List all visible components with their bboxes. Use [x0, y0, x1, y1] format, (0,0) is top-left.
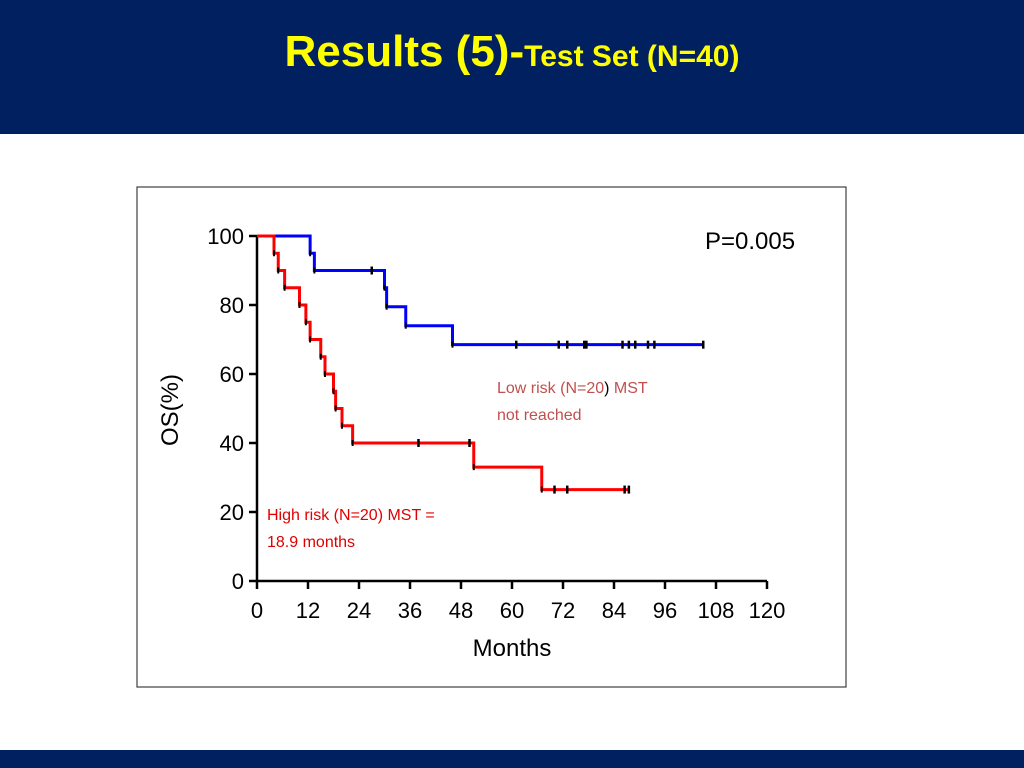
slide-title-main: Results (5)- — [284, 27, 525, 76]
y-tick-label: 80 — [220, 293, 244, 318]
chart-border — [136, 186, 847, 688]
censor-marks — [273, 250, 705, 494]
y-axis-label: OS(%) — [157, 374, 184, 446]
x-tick-label: 120 — [749, 598, 786, 623]
y-tick-label: 100 — [207, 224, 244, 249]
slide-footer — [0, 750, 1024, 768]
slide-title: Results (5)-Test Set (N=40) — [0, 30, 1024, 74]
x-tick-label: 24 — [347, 598, 371, 623]
low-risk-label-part2: ) — [604, 380, 609, 397]
y-tick-label: 0 — [232, 569, 244, 594]
y-tick-label: 20 — [220, 500, 244, 525]
p-value-annotation: P=0.005 — [705, 228, 795, 255]
x-tick-label: 96 — [653, 598, 677, 623]
low-risk-label-line1: Low risk (N=20) MST — [497, 380, 648, 397]
high-risk-label-line2: 18.9 months — [267, 534, 355, 551]
x-tick-label: 108 — [698, 598, 735, 623]
high-risk-label-line1: High risk (N=20) MST = — [267, 507, 435, 524]
low-risk-label-line2: not reached — [497, 407, 582, 424]
low-risk-label-part1: Low risk (N=20 — [497, 380, 604, 397]
low-risk-label-part3: MST — [609, 380, 647, 397]
chart-axes: 0 12 24 36 48 60 72 84 96 108 120 0 20 40 60 80 100 — [207, 224, 785, 623]
x-tick-label: 36 — [398, 598, 422, 623]
x-tick-label: 60 — [500, 598, 524, 623]
slide-header — [0, 0, 1024, 134]
high-risk-curve — [257, 234, 629, 492]
x-tick-label: 12 — [296, 598, 320, 623]
y-tick-label: 60 — [220, 362, 244, 387]
x-tick-label: 48 — [449, 598, 473, 623]
y-tick-label: 40 — [220, 431, 244, 456]
x-tick-label: 84 — [602, 598, 626, 623]
x-axis-label: Months — [473, 635, 552, 662]
slide-title-sub: Test Set (N=40) — [524, 40, 740, 73]
x-tick-label: 72 — [551, 598, 575, 623]
x-tick-label: 0 — [251, 598, 263, 623]
